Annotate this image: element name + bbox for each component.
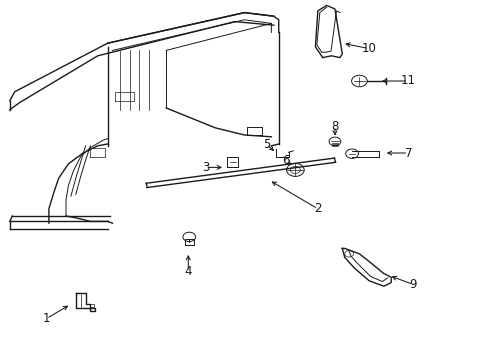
Text: 2: 2 [313, 202, 321, 215]
Text: 5: 5 [262, 138, 270, 150]
Text: 6: 6 [282, 154, 289, 167]
Text: 3: 3 [201, 161, 209, 174]
Text: 8: 8 [330, 120, 338, 132]
Text: 4: 4 [184, 265, 192, 278]
Text: 11: 11 [400, 75, 415, 87]
Text: 9: 9 [408, 278, 416, 291]
Text: 7: 7 [404, 147, 411, 159]
Text: 1: 1 [42, 312, 50, 325]
Text: 10: 10 [361, 42, 376, 55]
